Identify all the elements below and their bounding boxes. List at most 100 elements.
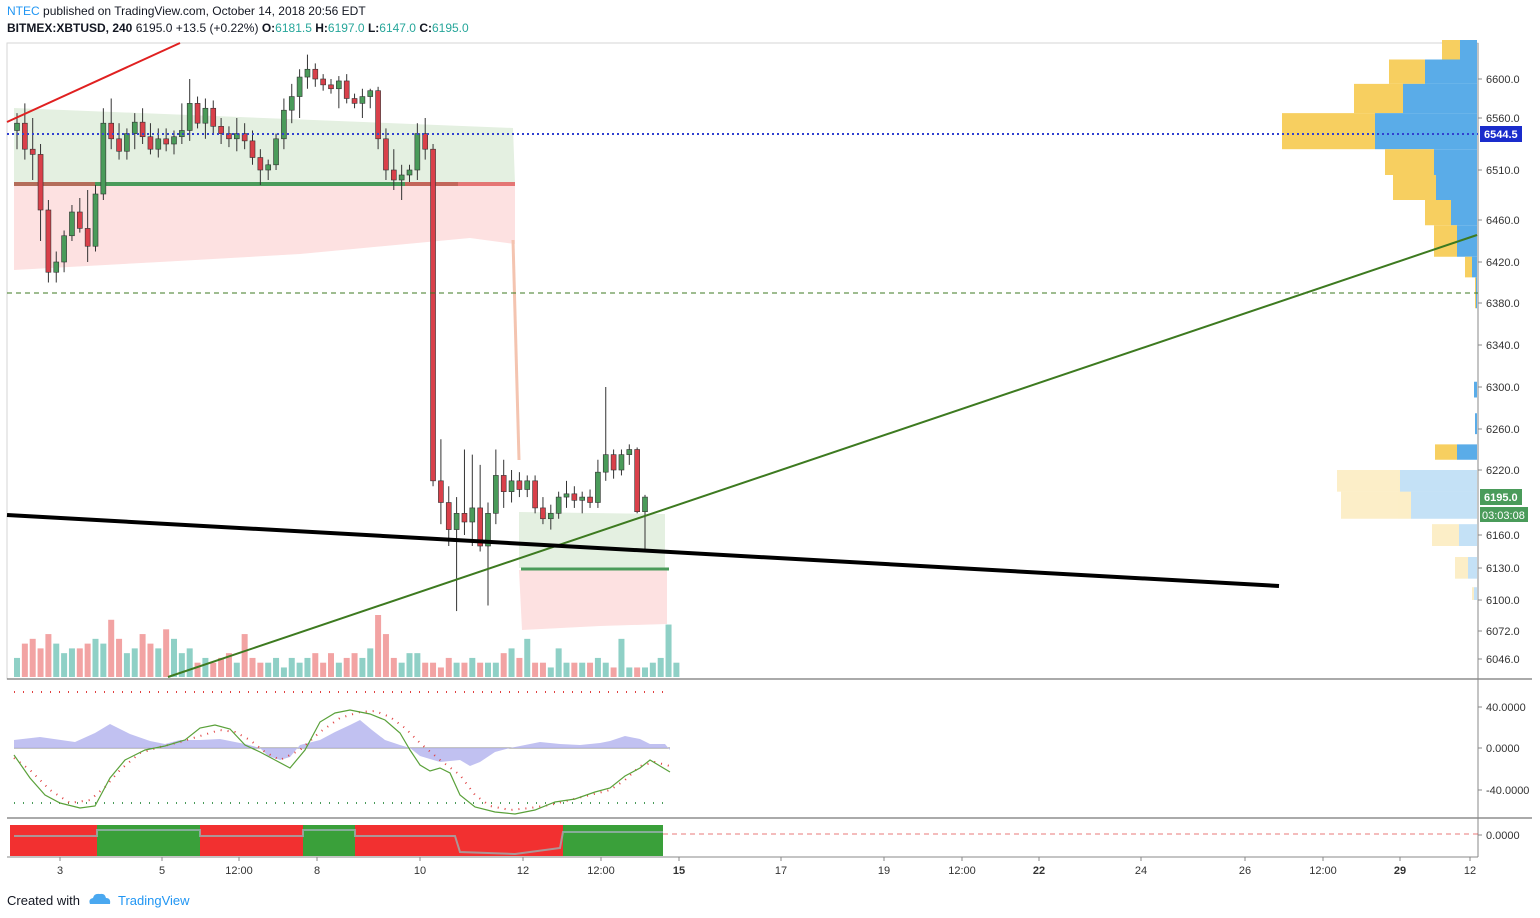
demand-zone-lower [519, 512, 665, 568]
candle [383, 128, 389, 180]
candle [524, 475, 531, 498]
profile-row [1341, 491, 1477, 519]
author-link[interactable]: NTEC [7, 4, 40, 18]
volume-bar [178, 653, 185, 677]
candle-body [155, 138, 162, 150]
volume-profile [1282, 40, 1477, 600]
volume-bar [123, 653, 130, 677]
volume-bar [461, 662, 468, 677]
close-label: C: [419, 21, 432, 35]
candle [547, 504, 554, 530]
candle-body [92, 193, 99, 247]
candle [234, 118, 240, 152]
volume-bar [116, 638, 123, 677]
osc-tick-label: 0.0000 [1486, 743, 1520, 755]
volume-bar [37, 648, 44, 677]
bar-countdown-text: 03:03:08 [1482, 510, 1525, 522]
candle-body [634, 449, 640, 513]
volume-bar [312, 653, 319, 677]
candle-body [508, 480, 515, 492]
volume-bar [453, 662, 460, 677]
candle-body [555, 496, 562, 514]
profile-sell [1474, 381, 1477, 398]
volume-bar [555, 648, 562, 677]
volume-bar [186, 648, 193, 677]
profile-sell [1457, 225, 1477, 257]
volume-bar [139, 634, 146, 677]
candle [351, 93, 358, 109]
candle [61, 230, 67, 273]
candle-body [234, 133, 240, 140]
candle [273, 133, 279, 170]
volume-bar [171, 638, 177, 677]
candle [100, 108, 107, 200]
volume-bar [218, 657, 225, 677]
green-trendline [167, 234, 1478, 678]
candle [69, 205, 75, 241]
candle [390, 149, 397, 190]
candle-body [602, 454, 609, 473]
profile-buy [1465, 256, 1472, 278]
candle [139, 108, 146, 144]
close-value: 6195.0 [431, 21, 469, 35]
time-tick-label: 10 [414, 865, 426, 877]
candle-body [375, 90, 381, 140]
candle [53, 251, 60, 283]
profile-row [1435, 444, 1477, 460]
price-axis[interactable]: 6600.0 6560.0 6510.0 6460.0 6420.0 6380.0 6340… [1478, 74, 1520, 666]
indicator-axes: 40.0000 0.0000 -40.0000 0.0000 [1478, 702, 1529, 842]
candle-body [218, 126, 224, 134]
volume-bar [571, 662, 578, 677]
time-tick-label: 3 [57, 865, 63, 877]
volume-bar [194, 662, 201, 677]
profile-buy [1341, 491, 1411, 519]
time-tick-label: 5 [159, 865, 165, 877]
volume-bar [61, 653, 68, 677]
drawn-lines [6, 42, 1478, 678]
candle-body [406, 169, 413, 176]
tradingview-link[interactable]: TradingView [117, 893, 190, 908]
candle [642, 494, 648, 550]
candle-body [312, 68, 319, 80]
chart-header: NTEC published on TradingView.com, Octob… [7, 3, 469, 37]
candle-body [22, 122, 28, 150]
candle [116, 123, 122, 160]
publish-line: NTEC published on TradingView.com, Octob… [7, 3, 469, 20]
open-value: 6181.5 [275, 21, 312, 35]
time-tick-label: 12:00 [948, 865, 976, 877]
volume-bar [21, 643, 28, 677]
profile-row [1434, 225, 1477, 257]
price-tick-label: 6220.0 [1486, 465, 1520, 477]
profile-sell [1411, 491, 1477, 519]
volume-bar [673, 662, 680, 677]
profile-row [1354, 83, 1477, 114]
candle [312, 63, 319, 87]
candle-body [610, 454, 617, 471]
candle [84, 190, 91, 262]
candle [359, 88, 366, 118]
candle-body [563, 493, 570, 498]
candle-body [202, 107, 209, 124]
time-axis[interactable]: 3 5 12:00 8 10 12 12:00 15 17 19 12:00 22 24 26 12:00 2… [57, 857, 1476, 877]
price-tick-label: 6046.0 [1486, 654, 1520, 666]
candle-body [296, 76, 303, 97]
profile-row [1385, 149, 1477, 175]
volume-bar [649, 662, 656, 677]
ohlc-line: BITMEX:XBTUSD, 240 6195.0 +13.5 (+0.22%)… [7, 20, 469, 37]
volume-bar [29, 638, 36, 677]
candle [179, 103, 185, 144]
supply-zone-lower [519, 570, 667, 630]
time-tick-label: 12 [517, 865, 529, 877]
candle [328, 79, 334, 94]
profile-sell [1425, 59, 1477, 84]
price-tick-label: 6460.0 [1486, 215, 1520, 227]
candle-body [383, 138, 389, 171]
open-label: O: [261, 21, 276, 35]
tradingview-cloud-icon [88, 892, 112, 909]
candle [108, 98, 114, 150]
time-tick-label: 8 [314, 865, 320, 877]
candle [194, 96, 201, 129]
price-candles [14, 54, 648, 612]
footer: Created with TradingView [7, 892, 190, 909]
